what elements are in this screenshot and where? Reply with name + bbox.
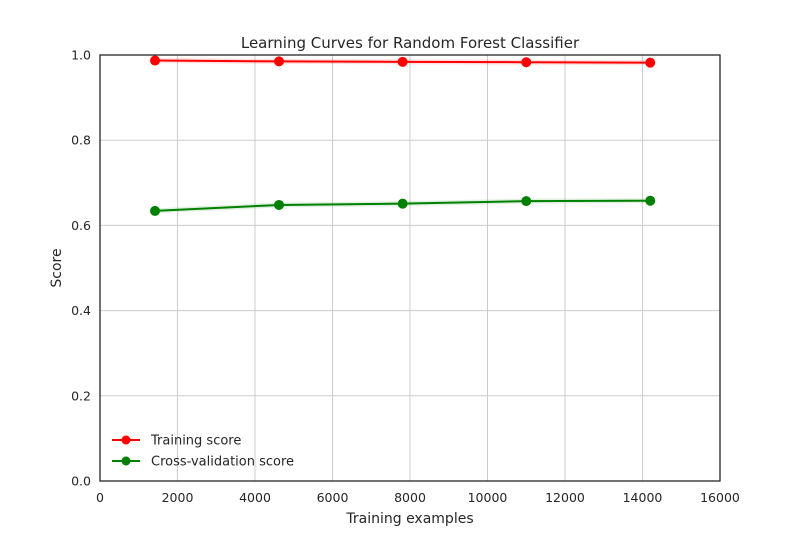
x-tick-label: 4000 [239,490,271,505]
x-tick-label: 0 [96,490,104,505]
x-tick-label: 10000 [468,490,508,505]
series-layer [150,55,656,216]
tick-layer: 0 2000 4000 6000 8000 10000 12000 14000 16000 0.0… [71,48,740,506]
legend-marker [121,435,131,445]
x-axis-title: Training examples [345,511,473,527]
data-point [274,199,285,210]
data-point [645,57,656,68]
y-tick-label: 0.8 [71,133,91,148]
legend: Training score Cross-validation score [112,434,294,470]
x-tick-label: 8000 [394,490,426,505]
x-tick-label: 12000 [545,490,585,505]
data-point [397,198,408,209]
x-tick-label: 16000 [700,490,740,505]
y-axis-title: Score [49,248,65,287]
data-point [274,56,285,67]
data-point [397,56,408,67]
y-tick-label: 0.4 [71,303,91,318]
data-point [645,195,656,206]
legend-marker [121,456,131,466]
x-tick-label: 2000 [162,490,194,505]
band-layer [155,58,651,214]
data-point [521,196,532,207]
legend-label: Training score [150,434,241,449]
chart-title: Learning Curves for Random Forest Classi… [241,34,580,52]
data-point [150,55,161,66]
y-tick-label: 0.2 [71,388,91,403]
x-tick-label: 14000 [623,490,663,505]
y-tick-label: 0.0 [71,474,91,489]
y-tick-label: 1.0 [71,48,91,63]
data-point [521,57,532,68]
data-point [150,205,161,216]
legend-label: Cross-validation score [151,455,294,470]
plot-frame [99,54,721,482]
x-tick-label: 6000 [317,490,349,505]
grid-layer [99,54,721,482]
y-tick-label: 0.6 [71,218,91,233]
